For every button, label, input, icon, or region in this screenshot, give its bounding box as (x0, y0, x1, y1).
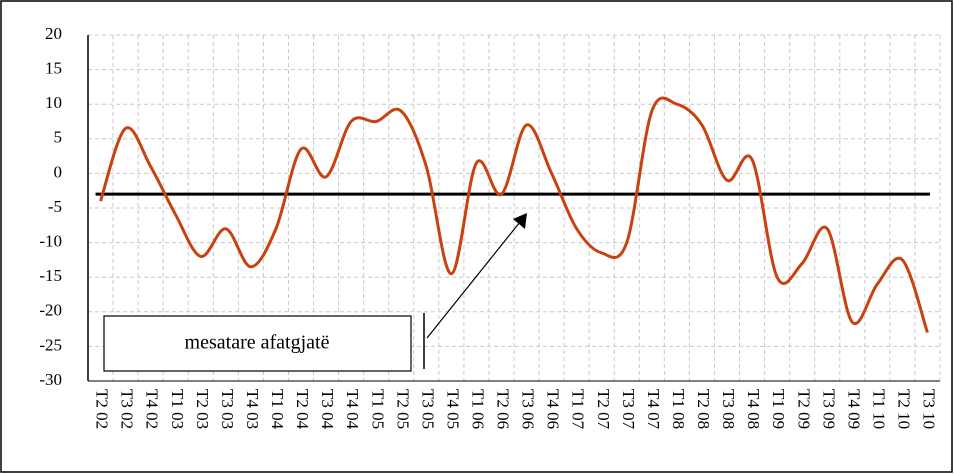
x-tick-label: T2 03 (193, 389, 212, 429)
x-tick-label: T3 08 (719, 389, 738, 429)
x-tick-label: T4 09 (844, 389, 863, 429)
x-tick-label: T4 02 (143, 389, 162, 429)
y-tick-label: -15 (39, 266, 62, 285)
x-tick-label: T4 06 (544, 389, 563, 429)
y-tick-label: -10 (39, 232, 62, 251)
y-tick-label: -30 (39, 370, 62, 389)
x-tick-label: T3 10 (920, 389, 939, 429)
x-tick-label: T2 06 (494, 389, 513, 429)
y-tick-label: 10 (45, 93, 62, 112)
x-tick-label: T4 07 (644, 389, 663, 430)
x-tick-label: T3 06 (519, 389, 538, 429)
x-tick-label: T1 05 (368, 389, 387, 429)
x-tick-label: T2 10 (895, 389, 914, 429)
x-tick-label: T3 07 (619, 389, 638, 430)
x-tick-label: T3 09 (819, 389, 838, 429)
x-tick-label: T2 04 (293, 389, 312, 430)
series-line (99, 96, 929, 334)
x-tick-label: T3 03 (218, 389, 237, 429)
annotation-box (103, 315, 412, 372)
annotation: mesatare afatgjatë (185, 332, 330, 354)
x-tick-label: T2 07 (594, 389, 613, 430)
x-tick-label: T1 04 (268, 389, 287, 430)
x-tick-label: T4 03 (243, 389, 262, 429)
x-tick-label: T2 02 (93, 389, 112, 429)
y-tick-label: -20 (39, 301, 62, 320)
x-tick-label: T1 03 (168, 389, 187, 429)
y-tick-label: 5 (54, 128, 63, 147)
y-tick-label: -25 (39, 335, 62, 354)
x-tick-label: T1 06 (469, 389, 488, 429)
x-tick-label: T2 05 (393, 389, 412, 429)
y-tick-label: -5 (48, 197, 62, 216)
x-tick-label: T4 08 (744, 389, 763, 429)
x-tick-label: T4 04 (343, 389, 362, 430)
arrow-head (513, 213, 527, 229)
y-tick-label: 0 (54, 162, 63, 181)
x-tick-label: T1 09 (769, 389, 788, 429)
y-tick-label: 20 (45, 24, 62, 43)
x-tick-label: T1 08 (669, 389, 688, 429)
x-tick-label: T4 05 (443, 389, 462, 429)
x-tick-label: T2 09 (794, 389, 813, 429)
x-tick-label: T3 05 (418, 389, 437, 429)
x-tick-label: T3 04 (318, 389, 337, 430)
x-tick-label: T2 08 (694, 389, 713, 429)
x-tick-label: T1 07 (569, 389, 588, 430)
x-tick-label: T1 10 (869, 389, 888, 429)
y-tick-label: 15 (45, 59, 62, 78)
x-tick-label: T3 02 (118, 389, 137, 429)
annotation-arrow (426, 221, 521, 339)
